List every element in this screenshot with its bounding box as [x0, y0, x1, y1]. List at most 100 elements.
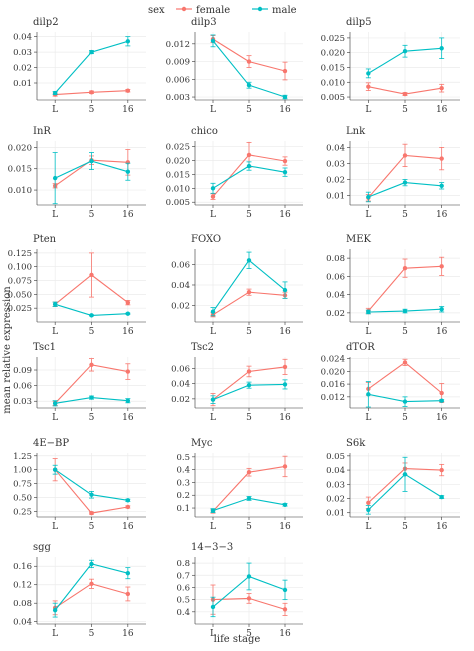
y-tick-label: 0.16 [13, 562, 32, 572]
data-point [402, 360, 408, 365]
y-tick-label: 0.6 [176, 583, 190, 593]
y-tick-label: 0.015 [8, 165, 32, 175]
panel-title: 14−3−3 [191, 542, 233, 553]
y-tick-label: 0.010 [321, 78, 345, 88]
panel-title: InR [33, 126, 51, 137]
data-point [89, 395, 94, 400]
y-tick-label: 0.06 [13, 382, 32, 392]
data-point [282, 364, 288, 370]
data-point [282, 68, 288, 74]
data-point [282, 607, 288, 612]
y-tick-label: 0.075 [8, 277, 32, 287]
panel-title: S6k [346, 438, 366, 449]
x-tick-label: 16 [122, 210, 134, 220]
x-tick-label: 16 [279, 522, 291, 532]
x-tick-label: 5 [89, 105, 95, 115]
series-female [52, 358, 131, 406]
y-tick-label: 0.04 [326, 466, 345, 476]
y-tick-label: 0.12 [13, 581, 32, 591]
series-male [210, 379, 288, 404]
data-point [282, 94, 288, 100]
x-tick-label: 16 [279, 327, 291, 337]
x-tick-label: L [210, 629, 216, 639]
data-point [282, 502, 288, 508]
x-tick-label: 16 [436, 210, 448, 220]
panel-myc: Myc 0.1 0.2 0.3 0.4 0.5 L 5 16 [176, 438, 303, 532]
y-tick-label: 1.00 [13, 466, 32, 476]
y-tick-label: 0.03 [326, 159, 345, 169]
x-tick-label: 5 [89, 522, 95, 532]
x-tick-label: 16 [122, 629, 134, 639]
panel-title: Tsc1 [33, 342, 56, 353]
y-tick-label: 0.025 [321, 34, 345, 44]
y-tick-label: 0.020 [166, 156, 190, 166]
x-tick-label: L [210, 210, 216, 220]
x-tick-label: 16 [279, 210, 291, 220]
panel-dilp5: dilp5 0.005 0.010 0.015 0.020 0.025 L 5 16 [321, 17, 460, 115]
panel-title: dilp5 [346, 17, 372, 28]
x-tick-label: 16 [436, 105, 448, 115]
data-point [125, 169, 131, 174]
y-tick-label: 0.005 [321, 93, 345, 103]
series-male [52, 464, 131, 503]
data-point [89, 90, 94, 95]
y-tick-label: 0.050 [8, 290, 32, 300]
y-tick-label: 0.02 [326, 309, 345, 319]
data-point [246, 470, 252, 475]
data-point [210, 508, 216, 513]
x-tick-label: 16 [122, 105, 134, 115]
panel-title: chico [191, 126, 218, 137]
series-female [210, 35, 288, 81]
y-tick-label: 0.3 [176, 478, 190, 488]
y-tick-label: 0.03 [13, 397, 32, 407]
data-point [439, 46, 444, 51]
y-tick-label: 0.025 [8, 304, 32, 314]
y-tick-label: 0.25 [13, 507, 32, 517]
data-point [402, 49, 408, 54]
x-tick-label: 5 [402, 210, 408, 220]
series-male [52, 36, 131, 96]
y-tick-label: 0.04 [171, 380, 190, 390]
x-tick-label: L [210, 327, 216, 337]
x-tick-label: 5 [402, 522, 408, 532]
panel-title: dilp3 [191, 17, 217, 28]
x-tick-label: 16 [122, 327, 134, 337]
x-tick-label: 5 [246, 413, 252, 423]
data-point [439, 390, 444, 396]
y-tick-label: 0.024 [321, 355, 345, 365]
data-point [246, 163, 252, 169]
data-point [89, 362, 94, 368]
data-point [246, 596, 252, 601]
panel-title: dilp2 [33, 17, 59, 28]
x-axis-label: life stage [214, 634, 261, 645]
data-point [125, 498, 131, 503]
data-point [246, 59, 252, 64]
series-male [52, 559, 131, 618]
data-point [125, 88, 131, 93]
data-point [52, 90, 58, 96]
data-point [246, 289, 252, 295]
x-tick-label: 5 [89, 210, 95, 220]
panel-sgg: sgg 0.04 0.08 0.12 0.16 L 5 16 [13, 542, 146, 639]
data-point [89, 158, 94, 164]
data-point [366, 507, 371, 513]
x-tick-label: L [365, 327, 371, 337]
y-tick-label: 1.25 [13, 452, 32, 462]
x-tick-label: 5 [89, 327, 95, 337]
series-male [365, 456, 445, 515]
y-tick-label: 0.025 [166, 143, 190, 153]
y-tick-label: 0.04 [171, 281, 190, 291]
series-male [210, 34, 288, 100]
x-tick-label: 16 [122, 522, 134, 532]
data-point [439, 307, 444, 312]
data-point [439, 398, 444, 403]
data-point [125, 369, 131, 374]
x-tick-label: L [52, 629, 58, 639]
y-tick-label: 0.02 [171, 302, 190, 312]
legend-label: female [196, 5, 230, 16]
data-point [439, 85, 444, 91]
y-tick-label: 0.02 [171, 395, 190, 405]
y-tick-label: 0.015 [321, 63, 345, 73]
y-tick-label: 0.1 [176, 504, 190, 514]
